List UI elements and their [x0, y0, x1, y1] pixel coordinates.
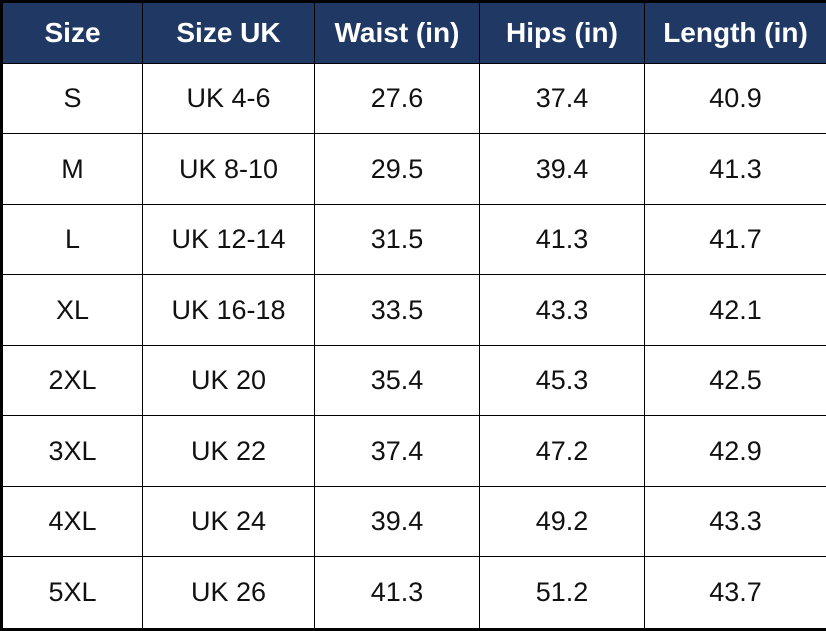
table-cell: 42.1 — [644, 274, 826, 346]
header-row: Size Size UK Waist (in) Hips (in) Length… — [1, 1, 826, 64]
table-cell: UK 24 — [142, 485, 315, 558]
column-header-size: Size — [1, 1, 143, 64]
table-cell: 39.4 — [314, 485, 480, 558]
table-cell: UK 20 — [142, 344, 315, 417]
table-cell: 29.5 — [314, 133, 480, 205]
table-cell: 51.2 — [479, 556, 645, 630]
table-cell: 5XL — [1, 556, 143, 630]
table-cell: 31.5 — [314, 203, 480, 276]
column-header-size-uk: Size UK — [142, 1, 315, 64]
table-cell: 41.7 — [644, 203, 826, 276]
table-cell: M — [1, 133, 143, 205]
table-row: 3XL UK 22 37.4 47.2 42.9 — [1, 415, 826, 487]
table-cell: UK 8-10 — [142, 133, 315, 205]
table-row: XL UK 16-18 33.5 43.3 42.1 — [1, 274, 826, 346]
table-cell: 43.7 — [644, 556, 826, 630]
table-cell: 43.3 — [644, 485, 826, 558]
table-row: M UK 8-10 29.5 39.4 41.3 — [1, 133, 826, 205]
column-header-waist: Waist (in) — [314, 1, 480, 64]
table-row: L UK 12-14 31.5 41.3 41.7 — [1, 203, 826, 276]
table-cell: 27.6 — [314, 62, 480, 135]
table-cell: UK 22 — [142, 415, 315, 487]
table-cell: 41.3 — [314, 556, 480, 630]
table-cell: 37.4 — [314, 415, 480, 487]
table-cell: UK 12-14 — [142, 203, 315, 276]
table-cell: 2XL — [1, 344, 143, 417]
table-cell: 35.4 — [314, 344, 480, 417]
table-cell: 47.2 — [479, 415, 645, 487]
table-cell: 41.3 — [644, 133, 826, 205]
table-cell: 40.9 — [644, 62, 826, 135]
table-cell: 42.9 — [644, 415, 826, 487]
table-cell: UK 26 — [142, 556, 315, 630]
table-cell: 3XL — [1, 415, 143, 487]
table-row: S UK 4-6 27.6 37.4 40.9 — [1, 62, 826, 135]
table-row: 2XL UK 20 35.4 45.3 42.5 — [1, 344, 826, 417]
table-cell: UK 16-18 — [142, 274, 315, 346]
table-cell: XL — [1, 274, 143, 346]
table-row: 4XL UK 24 39.4 49.2 43.3 — [1, 485, 826, 558]
table-cell: 45.3 — [479, 344, 645, 417]
table-cell: 49.2 — [479, 485, 645, 558]
table-cell: 39.4 — [479, 133, 645, 205]
table-cell: UK 4-6 — [142, 62, 315, 135]
table-cell: 33.5 — [314, 274, 480, 346]
table-cell: 41.3 — [479, 203, 645, 276]
table-cell: S — [1, 62, 143, 135]
table-cell: 37.4 — [479, 62, 645, 135]
table-body: S UK 4-6 27.6 37.4 40.9 M UK 8-10 29.5 39.4 41.3 L… — [1, 62, 826, 630]
table-cell: 42.5 — [644, 344, 826, 417]
table-cell: L — [1, 203, 143, 276]
table-cell: 4XL — [1, 485, 143, 558]
column-header-hips: Hips (in) — [479, 1, 645, 64]
table-row: 5XL UK 26 41.3 51.2 43.7 — [1, 556, 826, 630]
table-cell: 43.3 — [479, 274, 645, 346]
column-header-length: Length (in) — [644, 1, 826, 64]
